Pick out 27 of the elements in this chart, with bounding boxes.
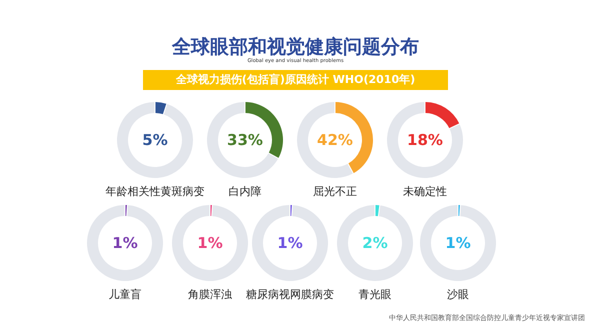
text: 1% (197, 234, 223, 252)
text: 18% (407, 131, 443, 149)
text: 儿童盲 (108, 288, 142, 301)
text: 沙眼 (447, 288, 469, 301)
text: 全球眼部和视觉健康问题分布 (170, 35, 420, 58)
text: 未确定性 (403, 185, 447, 198)
text: 年龄相关性黄斑病变 (106, 185, 204, 198)
donut-slice (207, 102, 278, 178)
donut-slice (155, 102, 166, 114)
donut-slice (375, 205, 380, 216)
text: 2% (362, 234, 388, 252)
text: 1% (277, 234, 303, 252)
donut-slice (117, 102, 193, 178)
donut-slice (387, 102, 463, 178)
text: 角膜浑浊 (188, 288, 232, 301)
text: 42% (317, 131, 353, 149)
donut-slice (425, 102, 460, 128)
text: 33% (227, 131, 263, 149)
text: 糖尿病视网膜病变 (246, 288, 334, 301)
text: 屈光不正 (313, 185, 357, 198)
text: 5% (142, 131, 168, 149)
text: 1% (112, 234, 138, 252)
text: 青光眼 (358, 288, 392, 301)
text: 白内障 (228, 185, 262, 198)
donut-slice (297, 102, 353, 178)
text: 1% (445, 234, 471, 252)
text: 全球视力损伤(包括盲)原因统计 WHO(2010年) (143, 70, 448, 90)
